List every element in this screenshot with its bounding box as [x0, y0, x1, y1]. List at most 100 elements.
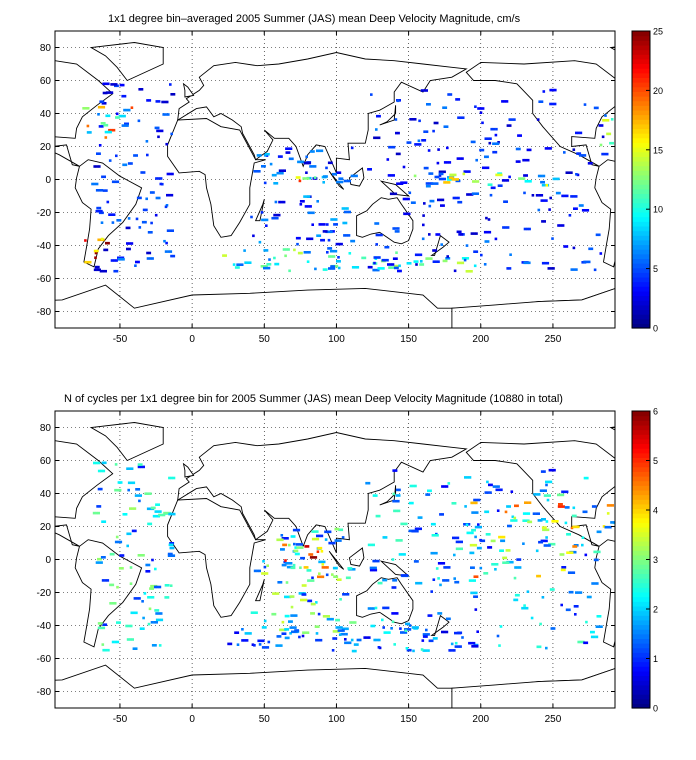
bin-cell — [280, 534, 284, 537]
bin-cell — [610, 118, 614, 121]
bin-cell — [227, 642, 230, 646]
bin-cell — [545, 536, 548, 539]
bin-cell — [528, 148, 532, 152]
bin-cell — [320, 560, 324, 564]
bin-cell — [408, 628, 412, 631]
bin-cell — [172, 93, 176, 96]
bin-cell — [516, 558, 519, 561]
bin-cell — [167, 552, 171, 556]
bin-cell — [102, 469, 106, 473]
bin-cell — [583, 260, 586, 264]
bin-cell — [307, 205, 310, 208]
bin-cell — [147, 522, 150, 526]
bin-cell — [158, 585, 162, 589]
bin-cell — [151, 257, 154, 260]
bin-cell — [296, 546, 299, 549]
colorbar-tick-label: 0 — [653, 704, 658, 714]
bin-cell — [526, 180, 530, 183]
bin-cell — [443, 125, 447, 128]
bin-cell — [572, 506, 576, 510]
bin-cell — [339, 539, 342, 542]
bin-cell — [408, 501, 412, 505]
bin-cell — [511, 560, 514, 564]
bin-cell — [117, 481, 121, 484]
bin-cell — [346, 627, 349, 631]
bin-cell — [153, 621, 156, 624]
bin-cell — [336, 171, 339, 174]
bin-cell — [282, 200, 286, 204]
bin-cell — [107, 82, 110, 86]
x-tick-label: 100 — [328, 334, 345, 345]
bin-cell — [373, 261, 376, 265]
bin-cell — [470, 591, 473, 595]
bin-cell — [483, 572, 486, 575]
bin-cell — [303, 251, 307, 254]
bin-cell — [160, 618, 164, 622]
bin-cell — [515, 598, 519, 602]
bin-cell — [446, 579, 450, 582]
bin-cell — [334, 172, 337, 176]
bin-cell — [271, 612, 274, 616]
bin-cell — [375, 136, 379, 140]
bin-cell — [374, 566, 377, 570]
bin-cell — [500, 488, 503, 492]
bin-cell — [439, 198, 442, 202]
bin-cell — [573, 605, 577, 608]
bin-cell — [377, 136, 381, 140]
bin-cell — [548, 494, 551, 497]
bin-cell — [449, 178, 452, 181]
bin-cell — [422, 223, 425, 227]
chart-title: 1x1 degree bin–averaged 2005 Summer (JAS… — [108, 13, 521, 25]
bin-cell — [108, 213, 111, 216]
bin-cell — [315, 638, 318, 642]
bin-cell — [330, 255, 333, 258]
bin-cell — [315, 601, 318, 604]
bin-cell — [523, 261, 526, 265]
bin-cell — [146, 153, 149, 157]
bin-cell — [103, 520, 107, 523]
bin-cell — [96, 268, 99, 272]
bin-cell — [276, 216, 279, 220]
bin-cell — [570, 268, 574, 271]
colorbar-segment — [632, 165, 650, 171]
bin-cell — [538, 194, 541, 197]
bin-cell — [468, 476, 472, 479]
bin-cell — [504, 510, 508, 514]
bin-cell — [381, 618, 384, 622]
bin-cell — [563, 151, 566, 154]
colorbar-segment — [632, 179, 650, 185]
bin-cell — [471, 579, 474, 582]
bin-cell — [155, 100, 159, 103]
bin-cell — [414, 527, 418, 531]
bin-cell — [117, 116, 120, 119]
bin-cell — [97, 622, 101, 625]
bin-cell — [429, 614, 433, 617]
bin-cell — [491, 563, 494, 566]
bin-cell — [86, 260, 90, 264]
bin-cell — [167, 250, 170, 253]
bin-cell — [332, 637, 335, 640]
x-tick-label: 250 — [545, 334, 562, 345]
bin-cell — [301, 634, 305, 638]
bin-cell — [105, 248, 109, 252]
bin-cell — [319, 638, 323, 642]
bin-cell — [155, 612, 158, 615]
bin-cell — [586, 209, 590, 212]
bin-cell — [108, 91, 111, 94]
coastline — [594, 159, 615, 268]
bin-cell — [124, 163, 128, 167]
bin-cell — [98, 561, 101, 564]
bin-cell — [363, 636, 366, 639]
bin-cell — [447, 176, 450, 179]
bin-cell — [531, 194, 535, 197]
bin-cell — [311, 165, 315, 168]
bin-cell — [142, 616, 145, 620]
bin-cell — [484, 491, 488, 494]
bin-cell — [421, 139, 424, 142]
bin-cell — [377, 233, 381, 237]
bin-cell — [451, 176, 454, 180]
bin-cell — [301, 160, 305, 164]
bin-cell — [234, 631, 237, 634]
bin-cell — [459, 631, 463, 635]
bin-cell — [101, 102, 105, 105]
